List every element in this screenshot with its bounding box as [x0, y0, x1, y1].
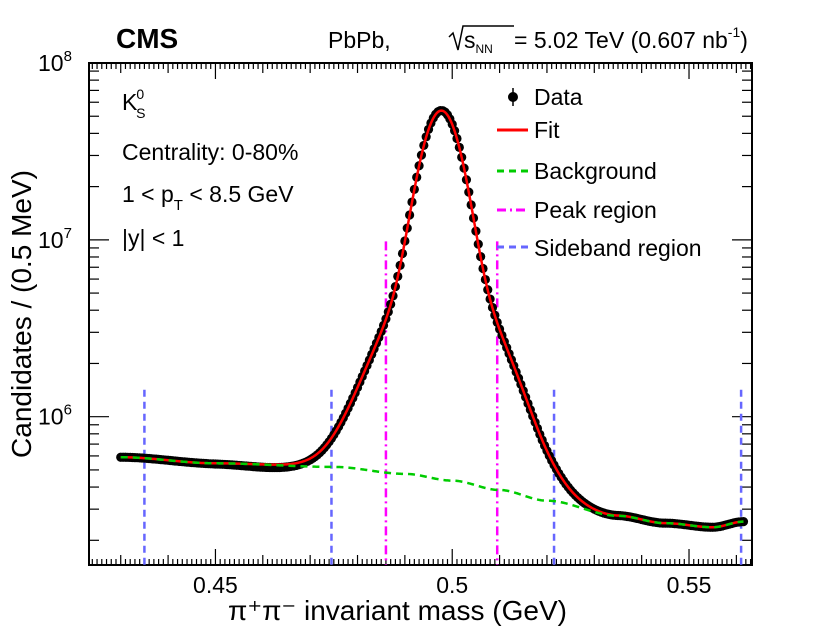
pt-range-label: 1 < pT < 8.5 GeV: [122, 181, 294, 214]
particle-label: K0 S: [122, 86, 145, 121]
legend-peak-label: Peak region: [534, 197, 657, 223]
legend-background-label: Background: [534, 158, 657, 184]
x-tick-label: 0.55: [667, 572, 712, 598]
legend-data-label: Data: [534, 84, 583, 110]
particle-label-sup: 0: [136, 86, 144, 102]
region-lines: [144, 241, 741, 565]
legend-fit-label: Fit: [534, 117, 560, 143]
y-tick-label: 108: [38, 48, 72, 76]
legend-entry-data: Data: [508, 84, 583, 110]
experiment-label: CMS: [116, 23, 178, 54]
legend-sideband-label: Sideband region: [534, 235, 702, 261]
rapidity-label: |y| < 1: [122, 225, 184, 251]
y-axis-title: Candidates / (0.5 MeV): [6, 170, 37, 458]
legend-data-marker: [508, 92, 518, 102]
particle-label-sub: S: [136, 105, 145, 121]
legend-entry-sideband-region: Sideband region: [497, 235, 702, 261]
legend-entry-background: Background: [497, 158, 657, 184]
y-tick-label: 106: [38, 402, 72, 430]
lumi-unit-exponent: -1: [728, 24, 741, 40]
legend: Data Fit Background Peak region Sideband…: [497, 84, 702, 261]
y-tick-label: 107: [38, 225, 72, 253]
legend-entry-fit: Fit: [497, 117, 560, 143]
chart: CMS PbPb, sNN = 5.02 TeV (0.607 nb-1) 0.…: [0, 0, 814, 639]
pt-subscript: T: [174, 197, 183, 214]
energy-variable: sNN: [464, 27, 493, 56]
legend-entry-peak-region: Peak region: [497, 197, 657, 223]
collision-label: PbPb,: [328, 27, 391, 53]
centrality-label: Centrality: 0-80%: [122, 139, 298, 165]
x-axis-title: π⁺π⁻ invariant mass (GeV): [228, 595, 567, 626]
y-tick-labels: 106 107 108: [38, 48, 72, 430]
energy-label: PbPb,: [328, 27, 391, 53]
energy-variable-sub: NN: [476, 42, 493, 56]
energy-value: = 5.02 TeV (0.607 nb-1): [514, 24, 748, 53]
